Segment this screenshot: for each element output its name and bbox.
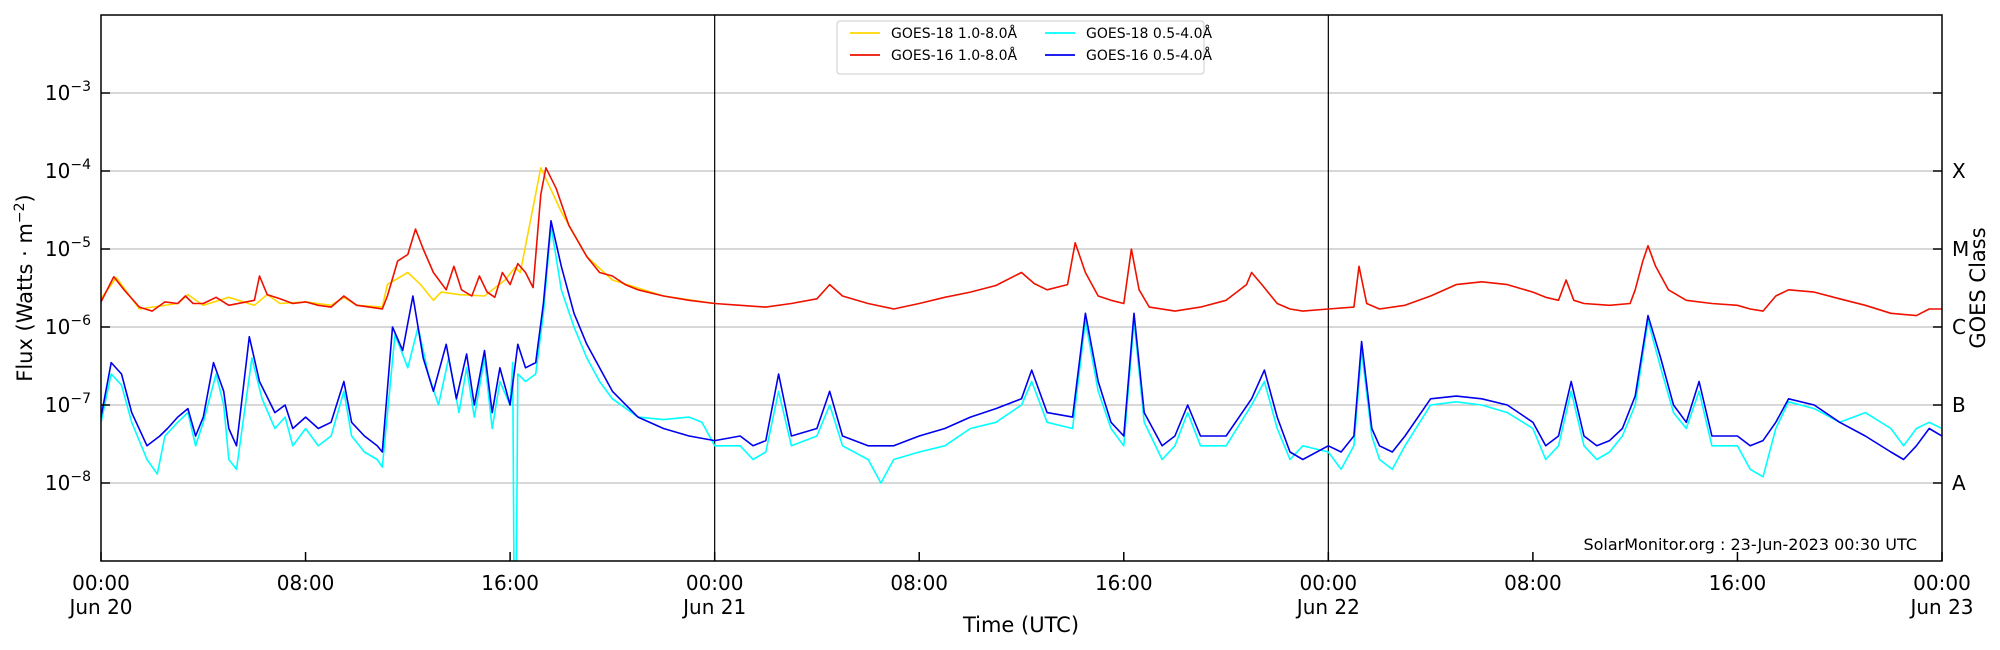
series-line-3	[101, 220, 1942, 461]
horizontal-grid	[101, 92, 1942, 484]
legend-label-1: GOES-16 1.0-8.0Å	[891, 47, 1017, 64]
y-tick-label: 10−7	[45, 391, 91, 417]
x-tick-label: 08:00	[277, 571, 335, 595]
y-tick-label: 10−5	[45, 235, 91, 261]
day-boundary-lines	[714, 15, 1329, 561]
goes-class-a-label: A	[1952, 471, 1966, 495]
y-tick-label: 10−6	[45, 313, 91, 339]
y-axis-title: Flux (Watts · m−2)	[12, 194, 37, 382]
legend-label-0: GOES-18 1.0-8.0Å	[891, 25, 1017, 42]
y-tick-label: 10−3	[45, 79, 91, 105]
x-tick-date-label: Jun 20	[67, 595, 132, 619]
y-tick-label: 10−8	[45, 469, 91, 495]
plot-frame	[100, 14, 1943, 562]
x-tick-date-label: Jun 22	[1295, 595, 1360, 619]
x-tick-date-label: Jun 21	[681, 595, 746, 619]
goes-class-m-label: M	[1952, 237, 1969, 261]
series-line-1	[101, 167, 1942, 317]
goes-class-axis-title: GOES Class	[1966, 227, 1990, 348]
x-axis-title: Time (UTC)	[962, 613, 1079, 637]
x-tick-label: 00:00	[1300, 571, 1358, 595]
x-tick-label: 00:00	[72, 571, 130, 595]
credit-text: SolarMonitor.org : 23-Jun-2023 00:30 UTC	[1583, 535, 1917, 554]
series-line-0	[101, 167, 715, 310]
series-layer	[101, 167, 1942, 561]
y-tick-label: 10−4	[45, 157, 91, 183]
goes-class-x-label: X	[1952, 159, 1966, 183]
legend-frame	[836, 20, 1205, 75]
goes-class-b-label: B	[1952, 393, 1966, 417]
legend: GOES-18 1.0-8.0Å GOES-16 1.0-8.0Å GOES-18 …	[836, 20, 1212, 75]
x-tick-label: 16:00	[1709, 571, 1767, 595]
x-tick-date-label: Jun 23	[1908, 595, 1973, 619]
x-tick-label: 16:00	[1095, 571, 1153, 595]
series-line-2	[101, 224, 1942, 561]
x-tick-label: 16:00	[481, 571, 539, 595]
x-tick-label: 08:00	[1504, 571, 1562, 595]
goes-class-c-label: C	[1952, 315, 1966, 339]
x-tick-label: 08:00	[890, 571, 948, 595]
x-tick-label: 00:00	[686, 571, 744, 595]
goes-class-labels: A B C M X	[1952, 159, 1969, 495]
y-axis-ticks: 10−8 10−7 10−6 10−5 10−4 10−3	[45, 79, 1942, 495]
legend-label-3: GOES-16 0.5-4.0Å	[1086, 47, 1212, 64]
legend-label-2: GOES-18 0.5-4.0Å	[1086, 25, 1212, 42]
x-tick-label: 00:00	[1913, 571, 1971, 595]
